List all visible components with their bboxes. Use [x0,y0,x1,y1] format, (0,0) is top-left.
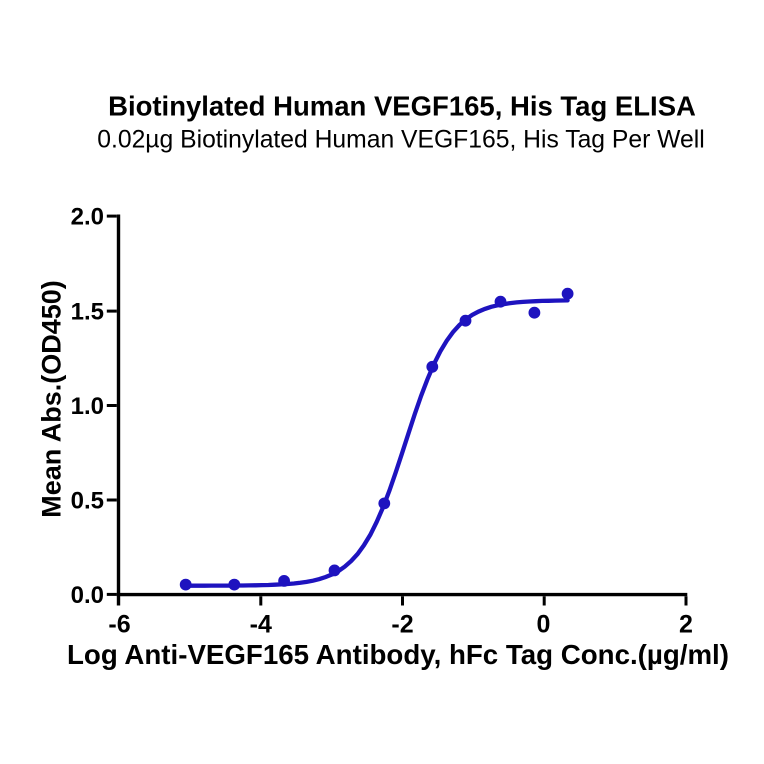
svg-text:Mean Abs.(OD450): Mean Abs.(OD450) [37,280,67,518]
svg-text:Biotinylated Human VEGF165, Hi: Biotinylated Human VEGF165, His Tag ELIS… [108,91,696,122]
svg-text:1.0: 1.0 [71,393,104,420]
svg-text:-2: -2 [391,611,413,639]
svg-text:0.5: 0.5 [71,488,104,515]
svg-text:-4: -4 [250,611,272,639]
svg-text:0.0: 0.0 [71,582,104,609]
svg-text:0: 0 [537,611,551,639]
svg-text:Log Anti-VEGF165 Antibody, hFc: Log Anti-VEGF165 Antibody, hFc Tag Conc.… [67,639,729,670]
svg-text:0.02µg Biotinylated Human VEGF: 0.02µg Biotinylated Human VEGF165, His T… [97,127,704,154]
svg-text:2.0: 2.0 [71,204,104,231]
svg-text:-6: -6 [108,611,130,639]
svg-text:2: 2 [679,611,693,639]
svg-text:1.5: 1.5 [71,299,104,326]
